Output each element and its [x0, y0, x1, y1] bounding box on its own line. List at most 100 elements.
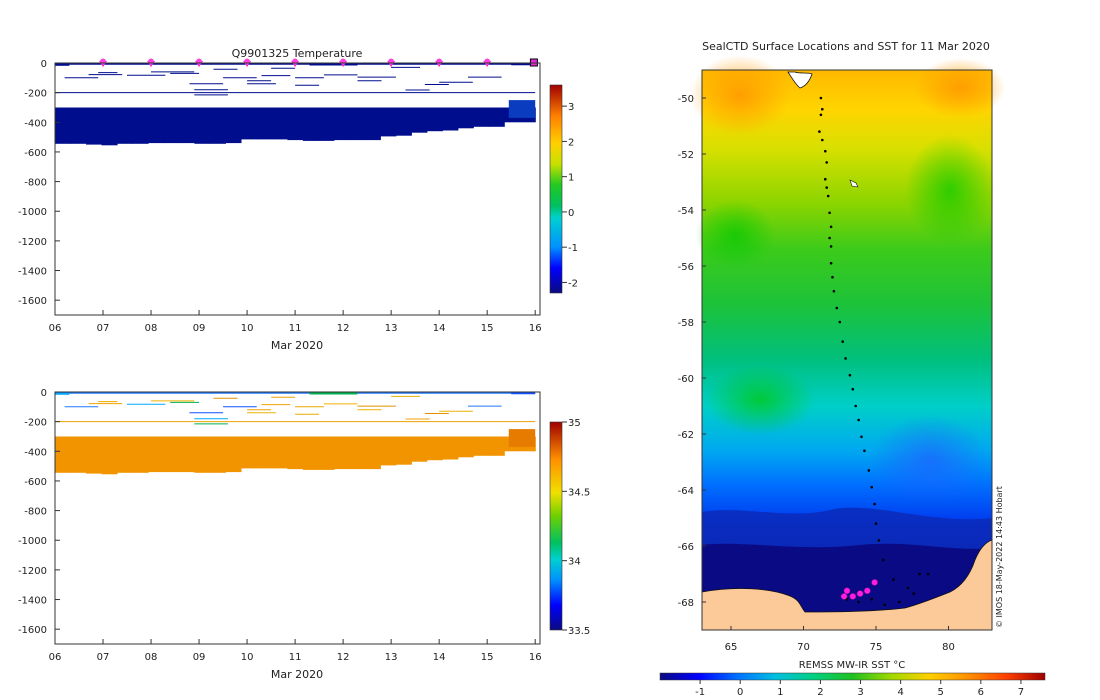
p2-xtick-label: 06	[49, 652, 62, 663]
salinity-y-ticks: 0 -200 -400 -600 -800 -1000 -1200 -1400 -1600	[18, 388, 60, 636]
p2-ytick-label: -1200	[18, 566, 47, 577]
p1-deep-cell	[271, 107, 288, 140]
p2-deep-cell	[395, 436, 412, 465]
temperature-deep-layer	[55, 100, 536, 146]
p2-deep-cell	[411, 436, 428, 462]
p1-ytick-label: -1600	[18, 296, 47, 307]
p2-xtick-label: 15	[481, 652, 494, 663]
p1-deep-cell	[163, 107, 180, 144]
p1-ytick-label: -1000	[18, 207, 47, 218]
seal-track-point	[877, 539, 881, 542]
p2-xtick-label: 11	[289, 652, 302, 663]
p1-deep-cell	[209, 107, 226, 144]
seal-track-points	[818, 96, 930, 607]
p2-xtick-label: 09	[193, 652, 206, 663]
p2-xtick-label: 14	[433, 652, 446, 663]
p2-cbar-label: 33.5	[568, 626, 590, 637]
seal-track-point	[828, 236, 831, 240]
seal-track-point	[854, 404, 857, 408]
profile-marker-dot	[484, 58, 491, 65]
lat-tick-label: -52	[678, 150, 694, 161]
p2-deep-cell	[86, 436, 103, 474]
p2-deep-cell	[117, 436, 134, 473]
temperature-plot-frame	[54, 62, 541, 316]
p1-deep-cell	[194, 107, 211, 144]
seal-track-point	[882, 558, 885, 562]
seal-track-point	[835, 306, 839, 310]
p1-ytick-label: -600	[24, 148, 47, 159]
salinity-plot-frame	[54, 391, 541, 645]
sst-cbar-label: 0	[737, 687, 743, 698]
seal-track-point	[826, 194, 830, 198]
p2-deep-cell	[55, 436, 72, 473]
p2-deep-cell	[101, 436, 118, 475]
seal-highlight-point	[840, 593, 848, 600]
p1-cbar-label: 0	[568, 208, 574, 219]
p1-cbar-label: -1	[568, 243, 578, 254]
lat-tick-label: -62	[678, 430, 694, 441]
seal-track-point	[831, 275, 834, 279]
seal-track-point	[883, 603, 886, 607]
p1-deep-cell	[256, 107, 273, 140]
p2-deep-cell	[132, 436, 149, 473]
p2-deep-cell	[488, 436, 505, 456]
seal-track-point	[824, 149, 827, 153]
salinity-x-ticks: 06 07 08 09 10 11 12 13 14 15 16	[49, 639, 542, 663]
profile-marker-dot	[388, 58, 395, 65]
p1-deep-cell	[473, 107, 490, 127]
p1-deep-cell	[442, 107, 459, 131]
p2-deep-cell	[457, 436, 474, 458]
seal-track-point	[828, 211, 831, 215]
p1-xtick-label: 06	[49, 323, 62, 334]
seal-track-point	[870, 597, 873, 601]
p2-deep-cell	[442, 436, 459, 460]
p2-deep-cell	[349, 436, 366, 470]
lon-tick-label: 70	[797, 642, 810, 653]
seal-track-point	[821, 138, 824, 142]
p2-deep-cell	[163, 436, 180, 473]
temperature-panel: Q9901325 Temperature 0 -200 -400 -600 -800 -1…	[18, 47, 578, 352]
p1-ytick-label: -400	[24, 118, 47, 129]
sst-colorbar-ticks: -1 0 1 2 3 4 5 6 7	[695, 680, 1024, 698]
p2-deep-cell	[240, 436, 257, 469]
lat-tick-label: -68	[678, 598, 694, 609]
profile-marker-dot	[340, 58, 347, 65]
profile-marker-dot	[244, 58, 251, 65]
p1-deep-cell	[70, 107, 87, 144]
p2-deep-cell	[178, 436, 195, 473]
p1-ytick-label: -1200	[18, 237, 47, 248]
p1-xtick-label: 07	[97, 323, 110, 334]
sst-cbar-label: 5	[938, 687, 944, 698]
seal-track-point	[825, 186, 828, 189]
p2-xtick-label: 12	[337, 652, 350, 663]
p1-deep-cell	[302, 107, 319, 141]
seal-track-point	[851, 387, 855, 391]
seal-track-point	[819, 96, 823, 100]
p2-deep-cell	[271, 436, 288, 469]
lon-tick-label: 75	[870, 642, 883, 653]
sst-cbar-label: 6	[978, 687, 984, 698]
p2-ytick-label: -800	[24, 507, 47, 518]
sst-cbar-label: 4	[897, 687, 903, 698]
p1-xtick-label: 09	[193, 323, 206, 334]
sst-colorbar-label: REMSS MW-IR SST °C	[799, 660, 906, 671]
p1-deep-cell	[132, 107, 149, 144]
p1-deep-cell	[287, 107, 304, 141]
seal-track-point	[874, 522, 878, 525]
land-mask	[701, 71, 993, 631]
seal-track-point	[844, 357, 847, 360]
p1-deep-cell	[101, 107, 118, 146]
seal-track-point	[825, 161, 828, 164]
p2-deep-cell	[473, 436, 490, 456]
p2-deep-cell	[70, 436, 87, 473]
p1-xtick-label: 15	[481, 323, 494, 334]
sst-colorbar	[659, 672, 1046, 681]
salinity-thin-layers	[55, 391, 536, 425]
p2-deep-cell	[364, 436, 381, 470]
salinity-colorbar-ticks: 35 34.5 34 33.5	[562, 418, 590, 637]
p1-deep-cell	[147, 107, 164, 144]
p2-ytick-label: 0	[41, 388, 47, 399]
seal-track-point	[892, 578, 895, 581]
p2-cbar-label: 34	[568, 557, 581, 568]
sst-map-frame	[701, 69, 993, 631]
